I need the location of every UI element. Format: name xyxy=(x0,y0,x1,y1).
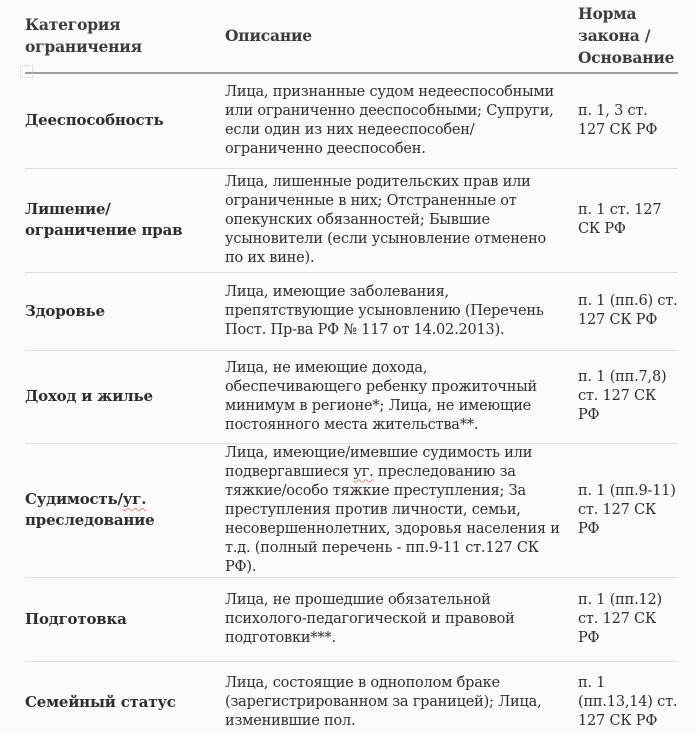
column-header-description: Описание xyxy=(225,0,578,74)
description-cell: Лица, состоящие в однополом браке (зарег… xyxy=(225,660,578,734)
norm-cell: п. 1 (пп.7,8) ст. 127 СК РФ xyxy=(578,349,678,443)
norm-cell: п. 1 (пп.9-11) ст. 127 СК РФ xyxy=(578,442,678,577)
spellcheck-underline: уг. xyxy=(353,463,374,480)
category-cell: Доход и жилье xyxy=(25,349,225,443)
table-row: Подготовка Лица, не прошедшие обязательн… xyxy=(25,576,678,661)
category-cell: Семейный статус xyxy=(25,660,225,734)
table-row: Здоровье Лица, имеющие заболевания, преп… xyxy=(25,271,678,350)
norm-cell: п. 1 (пп.13,14) ст. 127 СК РФ xyxy=(578,660,678,734)
table-row: Семейный статус Лица, состоящие в однопо… xyxy=(25,660,678,734)
column-header-norm: Норма закона / Основание xyxy=(578,0,678,74)
table-resize-handle-artifact xyxy=(20,65,33,78)
spellcheck-underline: уг. xyxy=(122,490,147,508)
description-cell: Лица, имеющие заболевания, препятствующи… xyxy=(225,271,578,350)
category-cell: Лишение/ограничение прав xyxy=(25,167,225,272)
norm-cell: п. 1 (пп.12) ст. 127 СК РФ xyxy=(578,576,678,661)
table-row: Доход и жилье Лица, не имеющие дохода, о… xyxy=(25,349,678,443)
table-row: Лишение/ограничение прав Лица, лишенные … xyxy=(25,167,678,272)
table-header-row: Категория ограничения Описание Норма зак… xyxy=(25,0,678,74)
category-cell: Здоровье xyxy=(25,271,225,350)
description-cell: Лица, лишенные родительских прав или огр… xyxy=(225,167,578,272)
description-cell: Лица, признанные судом недееспособными и… xyxy=(225,83,555,157)
table-row: Судимость/уг. преследование Лица, имеющи… xyxy=(25,442,678,577)
category-cell: Дееспособность xyxy=(25,111,164,130)
adoption-restrictions-table: Категория ограничения Описание Норма зак… xyxy=(25,0,678,734)
norm-cell: п. 1, 3 ст. 127 СК РФ xyxy=(578,102,658,138)
table-row: Дееспособность Лица, признанные судом не… xyxy=(25,73,678,168)
description-cell: Лица, не имеющие дохода, обеспечивающего… xyxy=(225,349,578,443)
category-cell: Судимость/уг. преследование xyxy=(25,442,225,577)
description-cell: Лица, имеющие/имевшие судимость или подв… xyxy=(225,442,578,577)
category-cell: Подготовка xyxy=(25,576,225,661)
norm-cell: п. 1 (пп.6) ст. 127 СК РФ xyxy=(578,271,678,350)
column-header-category: Категория ограничения xyxy=(25,0,225,74)
norm-cell: п. 1 ст. 127 СК РФ xyxy=(578,167,678,272)
description-cell: Лица, не прошедшие обязательной психолог… xyxy=(225,576,578,661)
